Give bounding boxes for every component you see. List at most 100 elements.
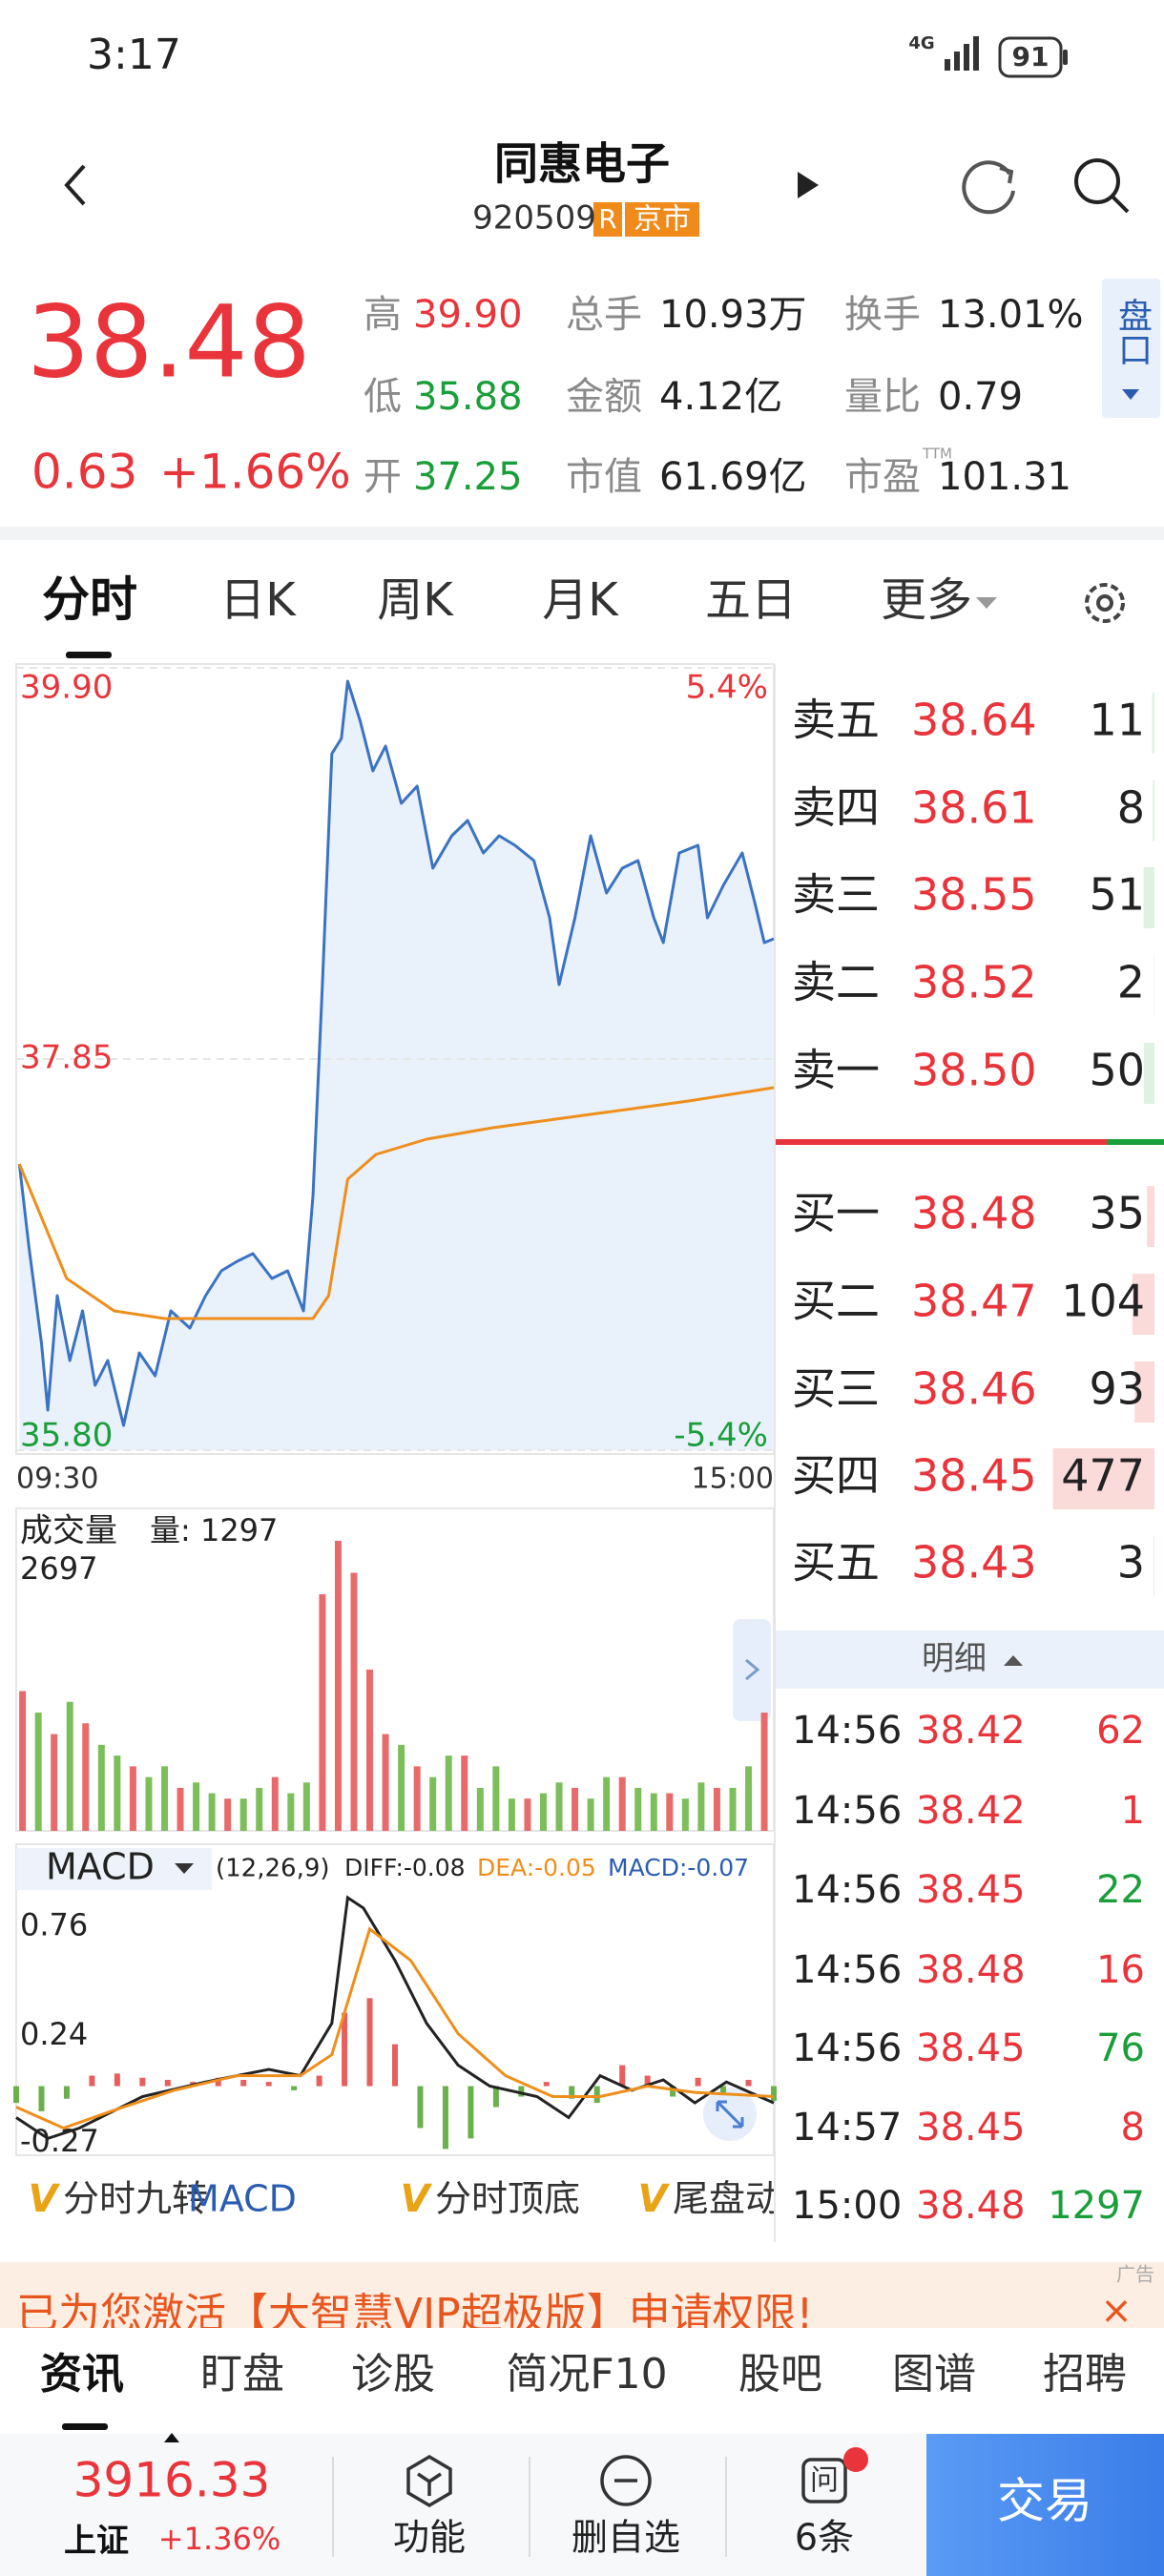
panel-button[interactable]: 盘口	[1112, 298, 1152, 366]
volume-bar	[461, 1755, 468, 1831]
chart-tab[interactable]: 更多	[881, 573, 972, 627]
volume-bar	[729, 1787, 737, 1831]
volume-bar	[51, 1734, 58, 1831]
volume-bar	[334, 1541, 342, 1831]
next-stock[interactable]	[798, 172, 819, 198]
indicator-tab[interactable]: 尾盘动	[673, 2178, 781, 2220]
volume-bar	[193, 1782, 200, 1831]
volume-bar	[697, 1782, 705, 1831]
chart-tab[interactable]: 周K	[377, 573, 454, 627]
status-network: 4G	[908, 33, 934, 53]
detail-volume: 62	[1096, 1709, 1145, 1753]
remove-icon[interactable]	[600, 2455, 652, 2506]
bottom-tab[interactable]: 简况F10	[506, 2350, 667, 2399]
indicator-tab[interactable]: MACD	[188, 2178, 297, 2220]
chart-tab[interactable]: 月K	[542, 573, 619, 627]
chart-tab[interactable]: 日K	[219, 573, 297, 627]
bottom-tab[interactable]: 资讯	[40, 2350, 124, 2399]
book-label: 卖四	[792, 782, 880, 834]
indicator-tab[interactable]: 分时顶底	[435, 2178, 580, 2220]
macd-select-bg[interactable]	[16, 1848, 212, 1890]
stock-code: 920509	[472, 199, 596, 238]
refresh-button[interactable]	[962, 160, 1015, 215]
volume-bar	[587, 1798, 594, 1831]
chart-tab[interactable]: 分时	[42, 572, 137, 628]
detail-time: 14:56	[792, 1789, 902, 1833]
macd-bar	[240, 2079, 247, 2087]
volume-bar	[492, 1766, 500, 1831]
footer-action[interactable]: 6条	[795, 2517, 854, 2559]
macd-bar	[492, 2086, 499, 2108]
volume-bar	[82, 1723, 90, 1831]
trade-button[interactable]	[926, 2434, 1164, 2576]
detail-title[interactable]: 明细	[922, 1640, 987, 1678]
detail-price: 38.45	[916, 1868, 1026, 1912]
stat-label: 总手	[566, 293, 642, 337]
volume-bar	[350, 1572, 358, 1831]
macd-bar	[644, 2075, 651, 2087]
settings-button[interactable]	[1085, 583, 1125, 623]
bottom-tab[interactable]: 盯盘	[200, 2350, 284, 2399]
book-divider-green	[1107, 1139, 1164, 1145]
stat-label: 金额	[566, 375, 642, 419]
price-area	[19, 681, 775, 1450]
volume-bar	[34, 1713, 42, 1831]
volume-bar	[129, 1766, 136, 1831]
bottom-tab-underline	[62, 2423, 108, 2430]
book-volume: 2	[1117, 957, 1145, 1008]
y2-tick-label: 5.4%	[686, 669, 768, 707]
macd-line	[15, 1926, 775, 2130]
detail-price: 38.42	[916, 1789, 1026, 1833]
tab-underline	[66, 652, 112, 658]
book-label: 卖三	[792, 869, 880, 921]
ask-icon[interactable]	[801, 2458, 847, 2503]
footer-dividers	[332, 2457, 727, 2557]
book-volume: 11	[1089, 695, 1145, 746]
detail-header-bg[interactable]	[776, 1631, 1164, 1689]
macd-bar	[720, 2086, 727, 2095]
search-button[interactable]	[1074, 158, 1130, 214]
book-label: 买五	[792, 1537, 880, 1589]
volume-bar	[66, 1701, 73, 1831]
bottom-tab[interactable]: 股吧	[738, 2350, 822, 2399]
trade-label[interactable]: 交易	[997, 2474, 1092, 2529]
indicator-tab[interactable]: 分时九转	[63, 2178, 208, 2220]
bottom-tab[interactable]: 诊股	[351, 2350, 435, 2399]
macd-legend: DIFF:-0.08	[344, 1854, 466, 1881]
macd-bar	[265, 2082, 272, 2087]
macd-bar	[518, 2086, 525, 2097]
stat-value: 4.12亿	[659, 375, 782, 419]
detail-time: 14:56	[792, 2026, 902, 2070]
detail-time: 14:56	[792, 1709, 902, 1753]
badge-r-bg	[593, 202, 622, 237]
function-icon[interactable]	[406, 2454, 452, 2508]
bottom-tab[interactable]: 招聘	[1043, 2350, 1127, 2399]
chart-tab[interactable]: 五日	[705, 573, 797, 627]
footer-action[interactable]: 功能	[393, 2517, 466, 2559]
y-tick-label: 37.85	[20, 1039, 113, 1077]
ad-close[interactable]: ×	[1100, 2289, 1133, 2333]
badge-r: R	[598, 203, 616, 235]
macd-bar	[417, 2086, 424, 2129]
bottom-tab[interactable]: 图谱	[892, 2350, 976, 2399]
ask-icon-text: 问	[810, 2464, 839, 2498]
book-volume: 35	[1089, 1188, 1145, 1239]
section-gap	[0, 527, 1164, 540]
depth-bar	[1153, 780, 1154, 841]
detail-volume: 1	[1121, 1789, 1145, 1833]
panel-button-bg[interactable]	[1102, 279, 1160, 418]
stat-value: 101.31	[938, 455, 1071, 499]
expand-icon	[716, 2100, 744, 2129]
macd-params: (12,26,9)	[216, 1855, 330, 1883]
volume-bar	[681, 1798, 689, 1831]
collapse-handle[interactable]	[733, 1619, 771, 1721]
footer-action[interactable]: 删自选	[572, 2517, 680, 2559]
detail-price: 38.48	[916, 1948, 1026, 1992]
ad-bg[interactable]	[0, 2262, 1164, 2329]
change-pct: +1.66%	[159, 445, 351, 500]
ad-text[interactable]: 已为您激活【大智慧VIP超极版】申请权限!	[16, 2290, 813, 2338]
macd-bar	[139, 2077, 146, 2087]
back-button[interactable]	[64, 164, 86, 206]
book-label: 买二	[792, 1276, 880, 1327]
macd-title[interactable]: MACD	[46, 1846, 155, 1888]
